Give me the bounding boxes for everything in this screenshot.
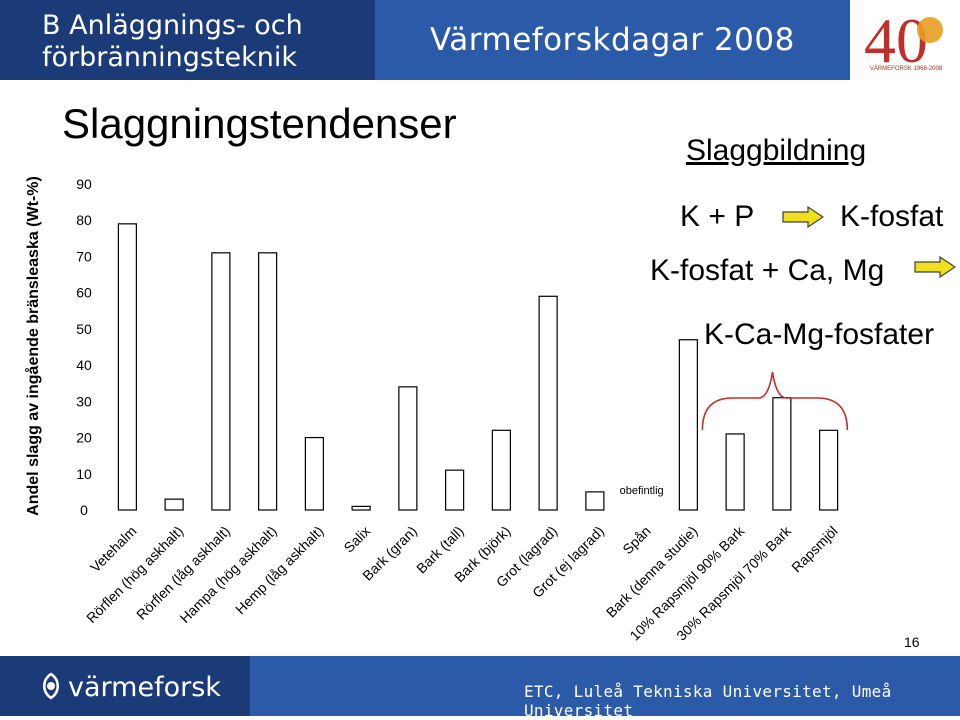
header-title-line2: förbränningsteknik [42, 42, 298, 73]
slide-title: Slaggningstendenser [62, 100, 457, 147]
bar [117, 223, 137, 511]
bar-labels: obefintlig [620, 485, 664, 497]
y-tick-label: 40 [76, 357, 92, 373]
x-tick-label: Rapsmjöl [788, 523, 841, 576]
bar [491, 429, 511, 511]
header-section-mid [375, 0, 850, 80]
bar [725, 433, 745, 511]
y-tick-label: 0 [80, 502, 88, 518]
arrow-right-icon [782, 206, 824, 228]
x-tick-label: Salix [340, 523, 373, 556]
bar [304, 436, 324, 511]
bar [398, 386, 418, 511]
header-section-left [0, 0, 375, 80]
y-tick-label: 10 [76, 466, 92, 482]
y-tick-label: 60 [76, 285, 92, 301]
bar [351, 505, 371, 511]
y-tick-label: 50 [76, 321, 92, 337]
y-tick-label: 30 [76, 393, 92, 409]
x-tick-label: Spån [619, 523, 653, 557]
header-title-line1: B Anläggnings- och [42, 10, 303, 41]
y-tick-label: 20 [76, 430, 92, 446]
anniversary-logo-number: 40 [864, 5, 928, 76]
footer-organizations: ETC, Luleå Tekniska Universitet, Umeå Un… [524, 682, 892, 720]
anniversary-logo-caption: VÄRMEFORSK 1968-2008 [869, 66, 943, 72]
reaction-1-reactants: K + P [680, 200, 755, 233]
bar [211, 252, 231, 511]
bar [164, 498, 184, 511]
y-axis-label: Andel slagg av ingående bränsleaska (Wt-… [24, 176, 42, 516]
annotation-title: Slaggbildning [686, 134, 867, 167]
bar [819, 429, 839, 511]
header-title: B Anläggnings- och förbränningsteknik [42, 10, 303, 74]
anniversary-logo-accent [917, 17, 943, 43]
reaction-1-product: K-fosfat [840, 200, 944, 233]
x-tick-label: Hemp (låg askhalt) [232, 523, 326, 617]
y-tick-label: 90 [76, 176, 92, 192]
bar [678, 339, 698, 511]
anniversary-logo: 40 [864, 5, 943, 76]
bars [117, 223, 839, 511]
varmeforsk-logo-icon [43, 672, 59, 700]
bracket-shape [701, 371, 849, 431]
footer-section-left [0, 656, 250, 716]
reaction-2-reactants: K-fosfat + Ca, Mg [650, 254, 885, 287]
bar [772, 397, 792, 511]
bar-data-label: obefintlig [620, 485, 664, 497]
y-tick-label: 70 [76, 248, 92, 264]
page-number: 16 [904, 634, 920, 650]
bar [585, 491, 605, 511]
footer-brand: värmeforsk [68, 672, 221, 703]
bar [445, 469, 465, 511]
reaction-2-product: K-Ca-Mg-fosfater [704, 318, 935, 351]
header-event-title: Värmeforskdagar 2008 [430, 22, 795, 58]
bar [538, 295, 558, 511]
bar [258, 252, 278, 511]
group-bracket [701, 371, 849, 431]
y-tick-label: 80 [76, 212, 92, 228]
arrow-right-icon [914, 256, 956, 278]
y-axis-ticks: 0 10 20 30 40 50 60 70 80 90 [76, 176, 92, 518]
